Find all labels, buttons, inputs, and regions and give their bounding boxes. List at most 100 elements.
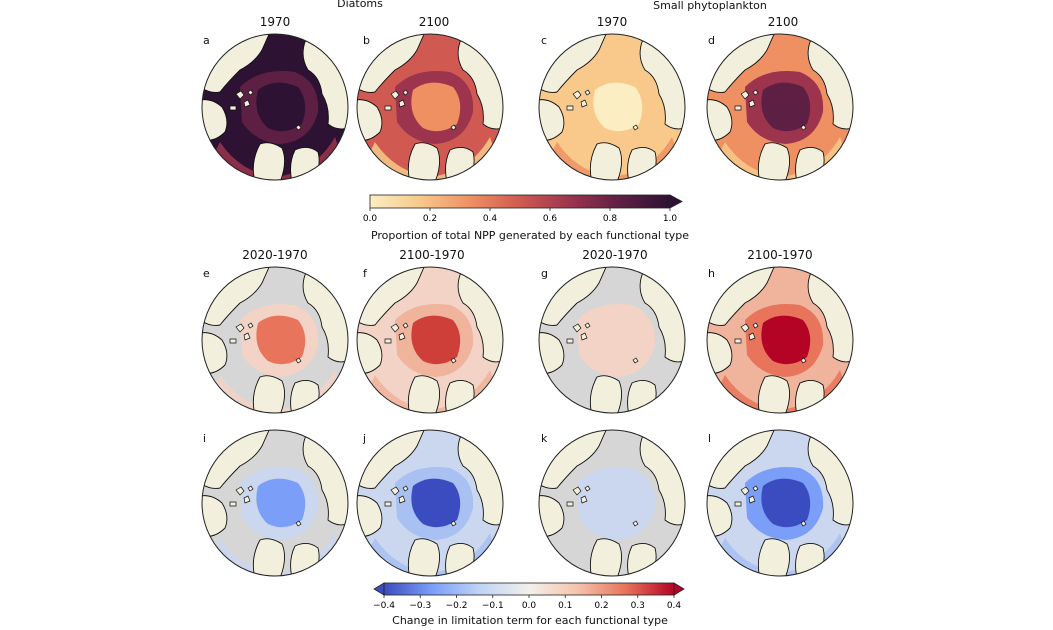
panel-letter-d: d — [708, 34, 715, 47]
panel-h-title: 2100-1970 — [747, 248, 813, 262]
arctic-ocean-core — [593, 478, 643, 528]
map-g — [537, 265, 687, 415]
arctic-ocean-core — [593, 82, 643, 132]
proportion-colorbar-ticks: 0.0 0.2 0.4 0.6 0.8 1.0 — [363, 208, 678, 224]
small-island — [450, 124, 457, 131]
panel-f-title: 2100-1970 — [399, 248, 465, 262]
map-e — [200, 265, 350, 415]
small-island — [632, 124, 639, 131]
panel-letter-b: b — [363, 34, 370, 47]
europe-land — [252, 142, 285, 180]
arctic-ocean-core — [593, 315, 643, 365]
small-island — [295, 520, 302, 527]
small-island — [295, 124, 302, 131]
change-colorbar-bar — [383, 582, 675, 596]
archipelago-islands — [566, 322, 591, 344]
archipelago-islands — [229, 322, 254, 344]
map-boundary — [201, 266, 349, 414]
colorbar-tick-label: 0.0 — [363, 214, 378, 224]
map-a-diatoms-1970 — [200, 32, 350, 182]
small-island — [295, 357, 302, 364]
small-phytoplankton-group-title: Small phytoplankton — [653, 0, 767, 12]
panel-c-title: 1970 — [596, 15, 628, 29]
small-island — [800, 124, 807, 131]
greenland-land — [539, 495, 565, 537]
change-colorbar-ticks: −0.4 −0.3 −0.2 −0.1 0.0 0.1 0.2 0.3 0.4 — [373, 595, 681, 611]
small-island — [450, 520, 457, 527]
colorbar-tick-label: 0.1 — [558, 601, 572, 611]
map-boundary — [201, 33, 349, 181]
europe-land — [407, 375, 440, 413]
small-island — [632, 520, 639, 527]
map-k — [537, 428, 687, 578]
small-island — [800, 520, 807, 527]
arctic-ocean-core — [256, 315, 306, 365]
archipelago-islands — [566, 485, 591, 507]
archipelago-islands — [229, 485, 254, 507]
arctic-ocean-core — [761, 478, 811, 528]
archipelago-islands — [384, 322, 409, 344]
panel-letter-e: e — [203, 267, 210, 280]
europe-land — [757, 538, 790, 576]
colorbar-tick-label: 0.4 — [483, 214, 498, 224]
map-boundary — [538, 429, 686, 577]
colorbar-tick-label: 0.2 — [594, 601, 608, 611]
greenland-land — [707, 332, 733, 374]
europe-land — [589, 375, 622, 413]
colorbar-tick-label: 0.8 — [603, 214, 618, 224]
arctic-ocean-core — [256, 478, 306, 528]
europe-land — [407, 142, 440, 180]
small-island — [800, 357, 807, 364]
map-boundary — [538, 33, 686, 181]
panel-letter-h: h — [708, 267, 715, 280]
panel-e-title: 2020-1970 — [242, 248, 308, 262]
colorbar-tick-label: 0.4 — [667, 601, 682, 611]
europe-land — [252, 538, 285, 576]
colorbar-tick-label: 1.0 — [663, 214, 678, 224]
panel-letter-c: c — [541, 34, 548, 47]
panel-a-title: 1970 — [259, 15, 291, 29]
greenland-land — [539, 332, 565, 374]
europe-land — [407, 538, 440, 576]
panel-d-title: 2100 — [767, 15, 799, 29]
archipelago-islands — [384, 485, 409, 507]
map-boundary — [706, 429, 854, 577]
greenland-land — [707, 495, 733, 537]
map-boundary — [706, 266, 854, 414]
panel-letter-i: i — [203, 432, 207, 445]
proportion-colorbar-label: Proportion of total NPP generated by eac… — [370, 229, 690, 242]
greenland-land — [357, 495, 383, 537]
europe-land — [757, 375, 790, 413]
panel-g-title: 2020-1970 — [582, 248, 648, 262]
colorbar-tick-label: 0.6 — [543, 214, 558, 224]
change-colorbar-extend-right-arrow — [673, 582, 685, 596]
panel-b-title: 2100 — [418, 15, 450, 29]
archipelago-islands — [229, 89, 254, 111]
archipelago-islands — [384, 89, 409, 111]
map-d-small-phyto-2100 — [705, 32, 855, 182]
greenland-land — [202, 495, 228, 537]
change-colorbar-extend-left-arrow — [373, 582, 385, 596]
colorbar-tick-label: 0.0 — [522, 601, 537, 611]
map-l — [705, 428, 855, 578]
diatoms-group-title: Diatoms — [337, 0, 383, 10]
archipelago-islands — [566, 89, 591, 111]
colorbar-tick-label: 0.2 — [423, 214, 437, 224]
colorbar-tick-label: −0.3 — [409, 601, 431, 611]
panel-letter-g: g — [541, 267, 548, 280]
arctic-ocean-core — [761, 315, 811, 365]
arctic-ocean-core — [411, 315, 461, 365]
map-boundary — [356, 33, 504, 181]
change-colorbar-label: Change in limitation term for each funct… — [392, 614, 668, 627]
map-f — [355, 265, 505, 415]
greenland-land — [202, 332, 228, 374]
panel-letter-a: a — [203, 34, 210, 47]
panel-letter-j: j — [363, 432, 367, 445]
map-boundary — [706, 33, 854, 181]
map-i — [200, 428, 350, 578]
arctic-ocean-core — [761, 82, 811, 132]
colorbar-tick-label: −0.2 — [446, 601, 468, 611]
small-island — [632, 357, 639, 364]
colorbar-tick-label: 0.3 — [631, 601, 645, 611]
archipelago-islands — [734, 322, 759, 344]
